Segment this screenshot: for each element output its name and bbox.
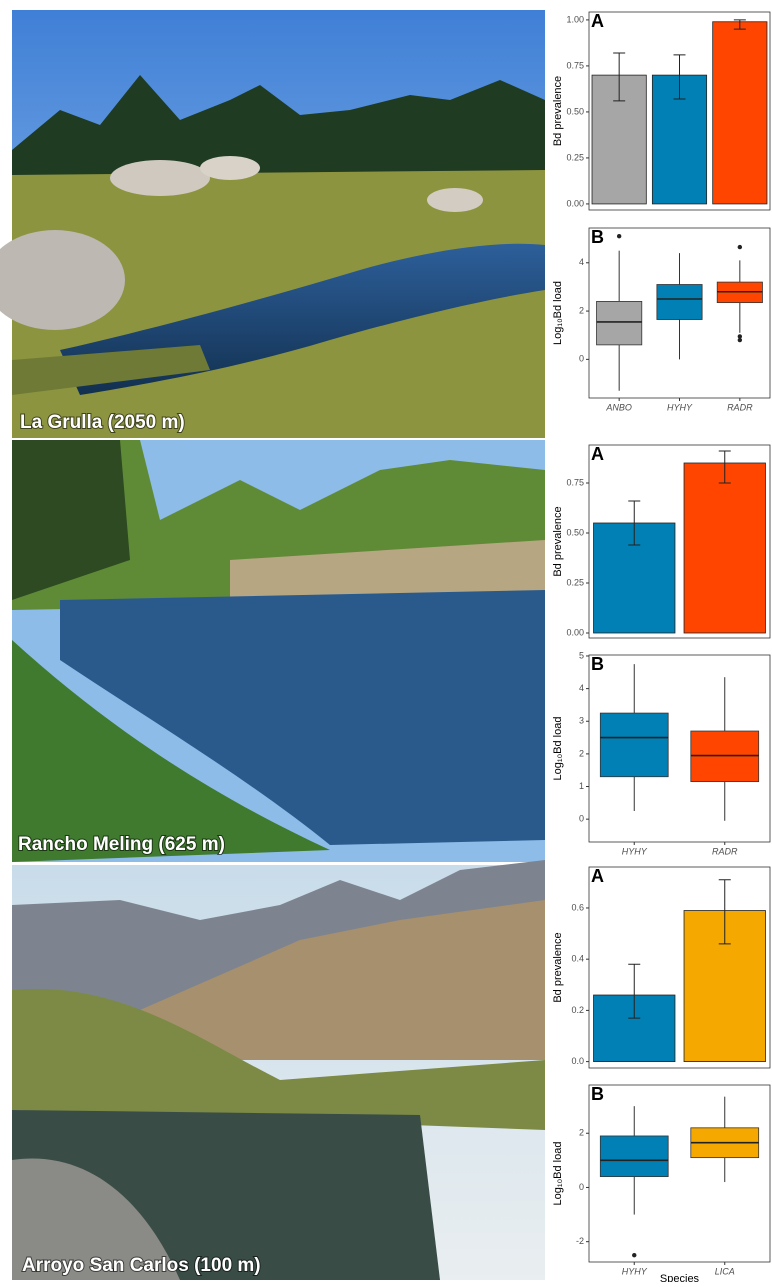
y-axis-label: Bd prevalence xyxy=(552,76,564,146)
site-label: La Grulla (2050 m) xyxy=(20,412,185,433)
x-tick-label: RADR xyxy=(727,402,753,412)
photo-arroyo-san-carlos xyxy=(12,860,545,1280)
y-tick-label: 1 xyxy=(579,781,584,791)
panel-letter: B xyxy=(591,654,604,674)
outlier xyxy=(632,1253,636,1257)
photo-la-grulla xyxy=(0,10,545,438)
x-axis-label: Species xyxy=(660,1273,700,1282)
photo-rancho-meling xyxy=(12,440,545,862)
y-tick-label: 1.00 xyxy=(566,14,584,24)
box xyxy=(600,713,668,777)
outlier xyxy=(738,245,742,249)
y-axis-label: Log₁₀Bd load xyxy=(552,717,564,781)
figure: La Grulla (2050 m) Rancho Meling (625 m)… xyxy=(0,0,772,1282)
y-tick-label: 0.2 xyxy=(571,1005,584,1015)
y-axis-label: Bd prevalence xyxy=(552,932,564,1002)
panel-letter: B xyxy=(591,1084,604,1104)
y-tick-label: 0 xyxy=(579,1182,584,1192)
y-tick-label: 0.75 xyxy=(566,477,584,487)
y-tick-label: 0.50 xyxy=(566,106,584,116)
y-tick-label: 2 xyxy=(579,1128,584,1138)
y-tick-label: 0.00 xyxy=(566,198,584,208)
bar xyxy=(684,463,765,633)
x-tick-label: RADR xyxy=(712,846,738,856)
panel-letter: A xyxy=(591,11,604,31)
box xyxy=(597,301,642,344)
x-tick-label: HYHY xyxy=(667,402,693,412)
outlier xyxy=(738,338,742,342)
y-tick-label: 0.75 xyxy=(566,60,584,70)
panel-letter: B xyxy=(591,227,604,247)
y-axis-label: Bd prevalence xyxy=(552,506,564,576)
y-tick-label: 4 xyxy=(579,257,584,267)
y-tick-label: 0.25 xyxy=(566,152,584,162)
y-tick-label: 0.25 xyxy=(566,577,584,587)
y-tick-label: 0 xyxy=(579,814,584,824)
panel-letter: A xyxy=(591,866,604,886)
y-tick-label: -2 xyxy=(576,1236,584,1246)
y-tick-label: 0.50 xyxy=(566,527,584,537)
bar xyxy=(713,22,767,204)
y-axis-label: Log₁₀Bd load xyxy=(552,281,564,345)
site-label: Rancho Meling (625 m) xyxy=(18,834,225,855)
y-axis-label: Log₁₀Bd load xyxy=(552,1142,564,1206)
x-tick-label: HYHY xyxy=(622,846,648,856)
y-tick-label: 0 xyxy=(579,354,584,364)
y-tick-label: 4 xyxy=(579,683,584,693)
y-tick-label: 5 xyxy=(579,650,584,660)
box xyxy=(657,285,702,320)
box xyxy=(691,731,759,782)
box xyxy=(600,1136,668,1177)
y-tick-label: 0.0 xyxy=(571,1056,584,1066)
y-tick-label: 2 xyxy=(579,305,584,315)
y-tick-label: 0.4 xyxy=(571,954,584,964)
x-tick-label: HYHY xyxy=(622,1266,648,1276)
y-tick-label: 0.6 xyxy=(571,902,584,912)
x-tick-label: LICA xyxy=(715,1266,735,1276)
outlier xyxy=(617,234,621,238)
y-tick-label: 0.00 xyxy=(566,627,584,637)
x-tick-label: ANBO xyxy=(605,402,632,412)
site-label: Arroyo San Carlos (100 m) xyxy=(22,1255,261,1276)
panel-letter: A xyxy=(591,444,604,464)
y-tick-label: 3 xyxy=(579,716,584,726)
y-tick-label: 2 xyxy=(579,748,584,758)
